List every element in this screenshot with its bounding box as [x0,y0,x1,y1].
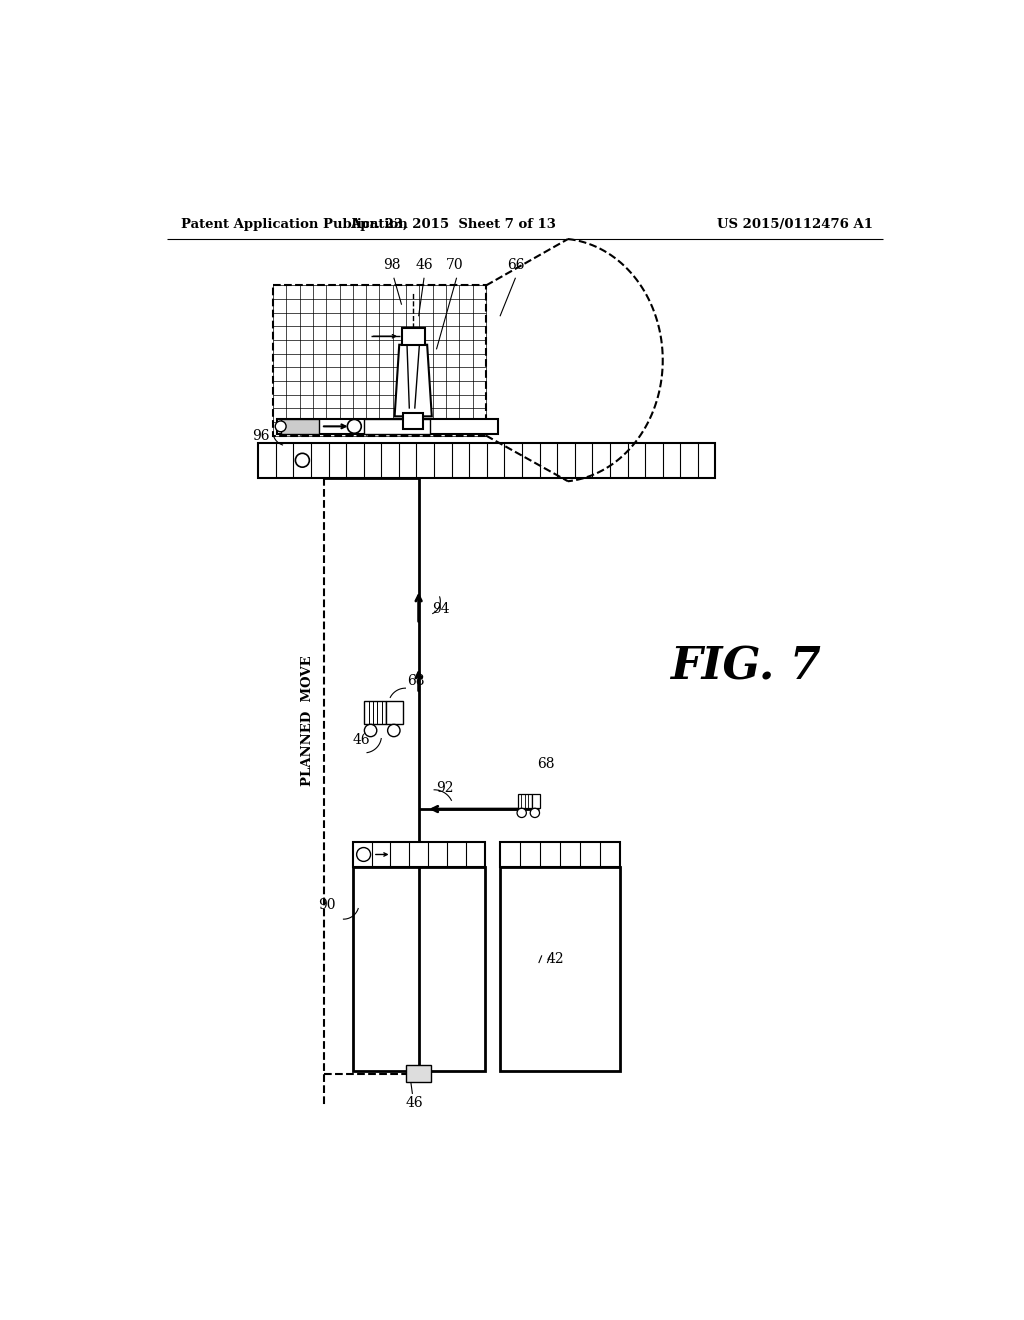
Bar [401,327,425,345]
Circle shape [347,420,361,433]
Circle shape [388,725,400,737]
Polygon shape [394,345,432,416]
Text: 96: 96 [252,429,270,442]
Text: 98: 98 [383,259,400,272]
Circle shape [517,808,526,817]
Circle shape [365,725,377,737]
Circle shape [295,453,309,467]
Text: 66: 66 [507,259,524,272]
Text: Apr. 23, 2015  Sheet 7 of 13: Apr. 23, 2015 Sheet 7 of 13 [350,218,556,231]
Bar [365,701,386,725]
Text: 68: 68 [538,756,555,771]
Bar [258,444,716,478]
Text: 46: 46 [406,1096,424,1110]
Text: 90: 90 [318,899,336,912]
Text: US 2015/0112476 A1: US 2015/0112476 A1 [717,218,873,231]
Bar [276,418,498,434]
Bar [352,842,484,867]
Text: 42: 42 [547,952,564,966]
Text: FIG. 7: FIG. 7 [671,645,821,688]
Text: 46: 46 [352,733,371,747]
Bar [518,795,531,808]
Text: PLANNED  MOVE: PLANNED MOVE [300,655,313,785]
Bar [403,412,423,429]
Text: 70: 70 [446,259,464,272]
Bar [531,795,540,808]
Bar [365,418,430,434]
Bar [407,1065,431,1082]
Text: 94: 94 [432,602,450,616]
Text: 46: 46 [416,259,433,272]
Text: 68: 68 [407,675,425,688]
Bar [500,842,621,867]
Circle shape [530,808,540,817]
Text: Patent Application Publication: Patent Application Publication [180,218,408,231]
Bar [500,867,621,1071]
Bar [352,867,484,1071]
Bar [273,285,486,436]
Circle shape [356,847,371,862]
Bar [281,418,319,434]
Bar [386,701,403,725]
Circle shape [275,421,286,432]
Text: 92: 92 [436,780,454,795]
